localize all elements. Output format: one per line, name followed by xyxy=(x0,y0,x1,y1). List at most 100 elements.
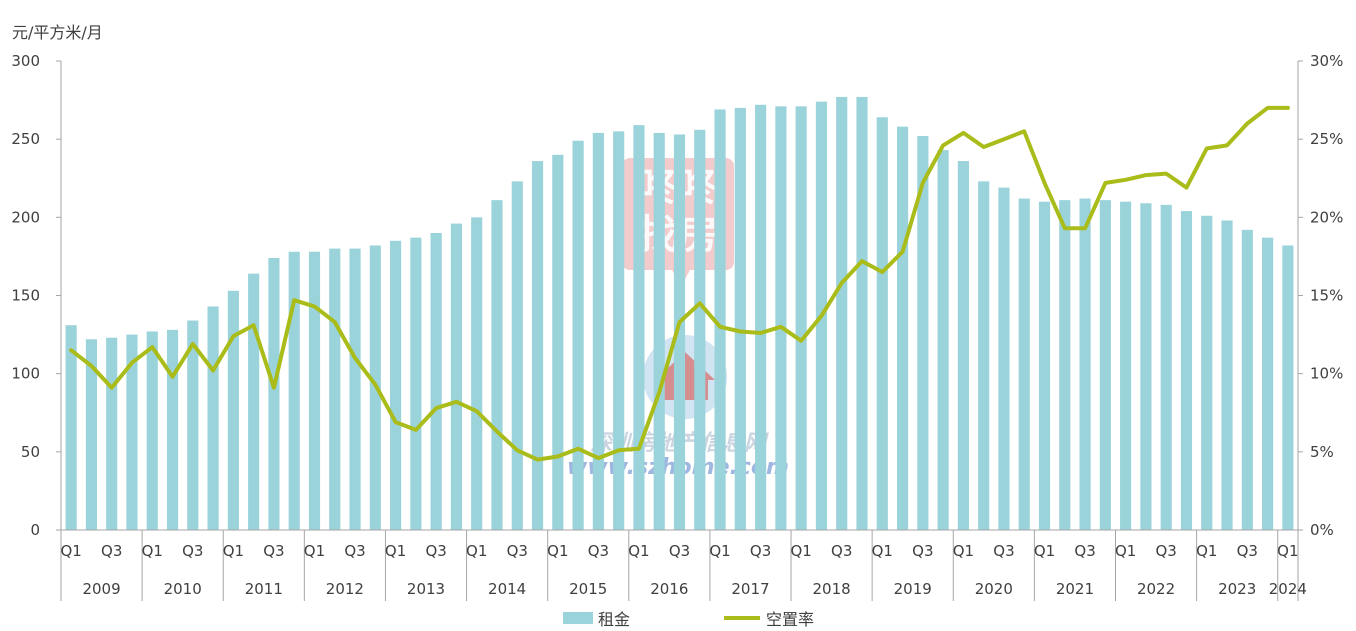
quarter-label: Q3 xyxy=(1237,542,1258,560)
rent-bar xyxy=(673,134,686,530)
rent-bar xyxy=(531,161,544,530)
rent-bar xyxy=(714,109,726,531)
quarter-label: Q3 xyxy=(669,542,690,560)
left-tick-label: 0 xyxy=(30,521,40,539)
year-label: 2012 xyxy=(326,580,364,598)
right-tick-label: 30% xyxy=(1310,52,1343,70)
legend-swatch-rent xyxy=(563,612,593,624)
rent-bar xyxy=(856,96,868,530)
rent-bar xyxy=(207,306,219,530)
rent-bar xyxy=(653,132,665,530)
rent-bar xyxy=(917,136,929,531)
quarter-label: Q1 xyxy=(953,542,974,560)
legend-label-vacancy: 空置率 xyxy=(766,610,814,629)
right-tick-label: 5% xyxy=(1310,443,1334,461)
rent-bar xyxy=(1099,200,1111,531)
rent-bar xyxy=(430,232,442,530)
rent-bar xyxy=(836,96,848,530)
quarter-label: Q3 xyxy=(831,542,852,560)
quarter-label: Q3 xyxy=(507,542,528,560)
quarter-label: Q1 xyxy=(466,542,487,560)
vacancy-rate-line xyxy=(69,105,1290,462)
quarter-label: Q1 xyxy=(60,542,81,560)
rent-bar xyxy=(511,181,523,531)
quarter-label: Q3 xyxy=(182,542,203,560)
rent-bar xyxy=(1201,215,1213,530)
year-label: 2022 xyxy=(1137,580,1175,598)
quarter-label: Q1 xyxy=(628,542,649,560)
rent-bar xyxy=(471,217,483,531)
rent-bar xyxy=(106,337,118,530)
rent-bar xyxy=(248,273,260,530)
vacancy-line xyxy=(69,105,1290,462)
rent-bar xyxy=(1241,229,1253,530)
rent-bar xyxy=(775,106,787,530)
rent-bar xyxy=(1140,203,1152,530)
right-tick-label: 15% xyxy=(1310,287,1343,305)
rent-bar xyxy=(1180,211,1193,530)
rent-bar xyxy=(187,320,199,530)
rent-bar xyxy=(896,126,909,530)
axes xyxy=(56,60,1303,601)
quarter-label: Q3 xyxy=(344,542,365,560)
quarter-label: Q3 xyxy=(1074,542,1095,560)
left-tick-label: 100 xyxy=(11,365,40,383)
rent-bar xyxy=(633,125,645,530)
quarter-label: Q3 xyxy=(993,542,1014,560)
year-label: 2018 xyxy=(812,580,850,598)
rent-bar xyxy=(1018,198,1030,530)
rent-bar xyxy=(268,257,280,530)
rent-bar xyxy=(329,248,341,530)
quarter-label: Q3 xyxy=(263,542,284,560)
year-label: 2013 xyxy=(407,580,445,598)
quarter-label: Q3 xyxy=(1156,542,1177,560)
rent-bar xyxy=(126,334,138,530)
rent-bar xyxy=(1038,201,1051,530)
rent-bar xyxy=(227,290,239,530)
rent-bar xyxy=(734,107,746,531)
rent-bar xyxy=(1160,204,1172,530)
quarter-label: Q3 xyxy=(588,542,609,560)
rent-bar xyxy=(876,117,888,530)
year-label: 2010 xyxy=(164,580,202,598)
year-label: 2023 xyxy=(1218,580,1256,598)
quarter-label: Q1 xyxy=(872,542,893,560)
year-label: 2014 xyxy=(488,580,526,598)
quarter-label: Q1 xyxy=(142,542,163,560)
rent-bar xyxy=(349,248,361,530)
rent-bar xyxy=(390,240,402,531)
rent-bar xyxy=(1059,200,1071,531)
quarter-label: Q1 xyxy=(547,542,568,560)
right-tick-label: 20% xyxy=(1310,208,1343,226)
rent-bar xyxy=(694,129,706,530)
rent-bar xyxy=(450,223,463,530)
rent-bar xyxy=(85,339,97,530)
left-tick-label: 150 xyxy=(11,287,40,305)
quarter-label: Q1 xyxy=(709,542,730,560)
right-tick-label: 0% xyxy=(1310,521,1334,539)
rent-bar xyxy=(755,104,767,531)
rent-bar xyxy=(998,187,1010,530)
rent-bar xyxy=(1120,201,1132,530)
left-tick-label: 250 xyxy=(11,130,40,148)
rent-bar xyxy=(1079,198,1091,530)
rent-bar xyxy=(491,200,503,531)
rent-bar xyxy=(146,331,158,530)
rent-bar xyxy=(937,150,949,531)
rent-bar xyxy=(288,251,300,530)
year-label: 2016 xyxy=(650,580,688,598)
quarter-label: Q1 xyxy=(790,542,811,560)
rent-bar xyxy=(613,131,625,530)
rent-bar xyxy=(1282,245,1294,530)
left-tick-label: 300 xyxy=(11,52,40,70)
quarter-label: Q1 xyxy=(1196,542,1217,560)
rent-bar xyxy=(410,237,422,530)
y-left-unit-label: 元/平方米/月 xyxy=(12,23,103,42)
rent-bar xyxy=(166,329,179,530)
year-label: 2017 xyxy=(731,580,769,598)
left-tick-label: 50 xyxy=(21,443,40,461)
rent-bar xyxy=(1221,220,1233,530)
year-label: 2015 xyxy=(569,580,607,598)
year-label: 2011 xyxy=(245,580,283,598)
